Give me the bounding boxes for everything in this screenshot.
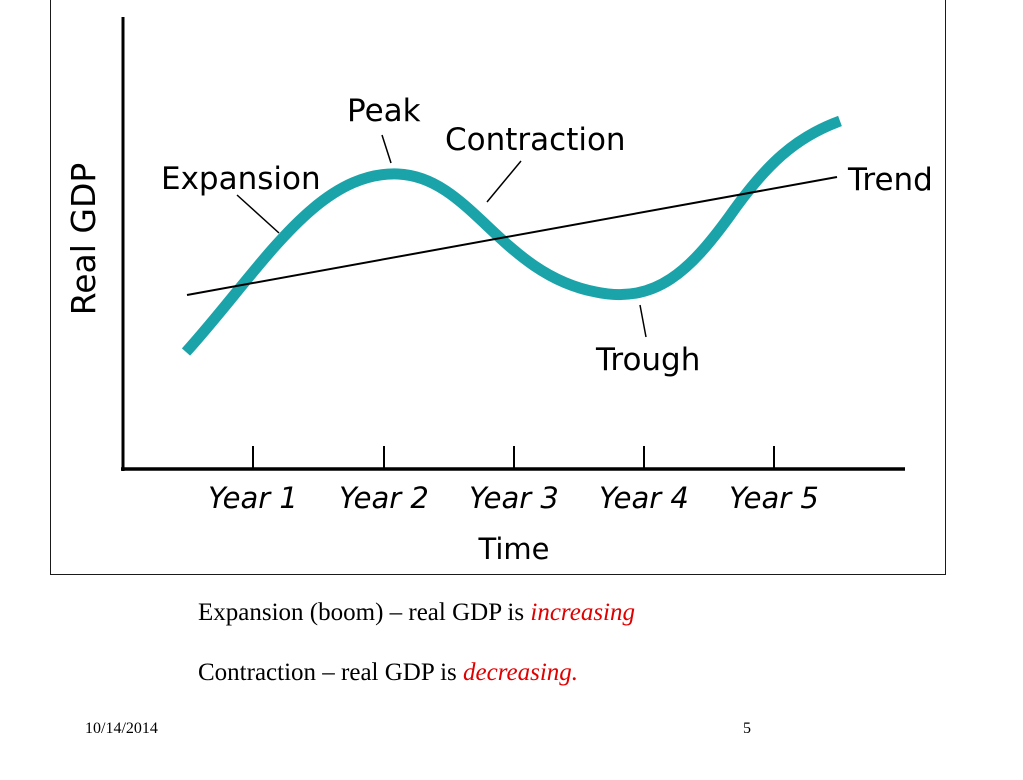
expansion-caption-text: Expansion (boom) – real GDP is	[198, 599, 531, 626]
contraction-caption-emphasis: decreasing.	[463, 659, 579, 686]
business-cycle-diagram: Peak Contraction Expansion Trend Trough …	[64, 17, 933, 566]
trough-leader-line	[639, 304, 647, 338]
tick-label-year-2: Year 2	[339, 481, 429, 515]
footer-page-number: 5	[743, 720, 751, 737]
trough-label: Trough	[595, 342, 700, 378]
tick-label-year-1: Year 1	[208, 481, 298, 515]
trend-line	[186, 176, 838, 296]
peak-label: Peak	[347, 93, 421, 129]
tick-label-year-4: Year 4	[599, 481, 689, 515]
footer-date: 10/14/2014	[85, 720, 158, 737]
trend-label: Trend	[847, 162, 933, 198]
expansion-leader-line	[236, 194, 280, 234]
tick-label-year-5: Year 5	[729, 481, 819, 515]
y-axis-label: Real GDP	[64, 163, 103, 316]
contraction-label: Contraction	[445, 122, 626, 158]
tick-label-year-3: Year 3	[469, 481, 559, 515]
peak-leader-line	[381, 134, 392, 164]
expansion-caption-emphasis: increasing	[530, 599, 635, 626]
contraction-leader-line	[486, 160, 522, 203]
business-cycle-curve	[181, 115, 842, 356]
x-axis-label: Time	[478, 532, 550, 566]
business-cycle-figure: Peak Contraction Expansion Trend Trough …	[50, 0, 946, 575]
expansion-caption: Expansion (boom) – real GDP is increasin…	[198, 599, 635, 627]
expansion-label: Expansion	[161, 161, 321, 197]
contraction-caption-text: Contraction – real GDP is	[198, 659, 464, 686]
contraction-caption: Contraction – real GDP is decreasing.	[198, 659, 578, 687]
